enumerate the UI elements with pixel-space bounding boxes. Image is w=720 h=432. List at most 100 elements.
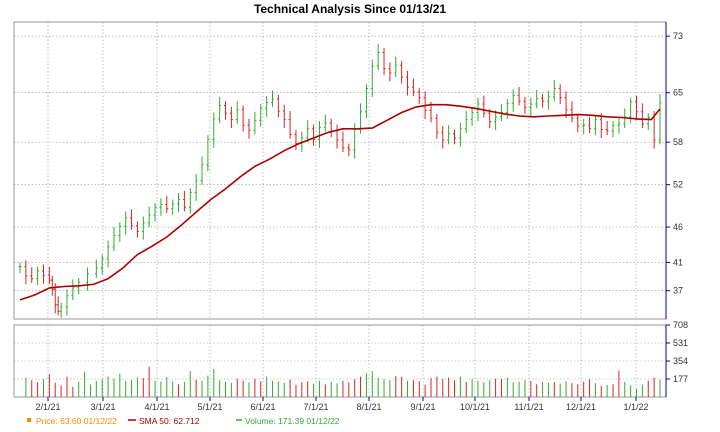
- price-bar: [177, 193, 181, 213]
- price-bar: [329, 118, 333, 138]
- legend-volume-label: Volume: 171.39 01/12/22: [245, 416, 340, 426]
- price-bar: [635, 95, 639, 121]
- price-bar: [241, 105, 245, 132]
- price-bar: [382, 48, 386, 76]
- price-tick-label: 73: [673, 31, 683, 41]
- price-bar: [47, 266, 51, 285]
- price-bar: [558, 84, 562, 105]
- price-bar: [323, 114, 327, 132]
- price-bar: [640, 103, 644, 129]
- legend-price-label: Price: 63.60 01/12/22: [36, 416, 117, 426]
- price-bar: [224, 101, 228, 120]
- price-bar: [200, 156, 204, 185]
- price-bar: [499, 104, 503, 121]
- legend-price-marker: [27, 418, 31, 422]
- price-bar: [182, 191, 186, 212]
- x-tick-label: 11/1/21: [514, 402, 543, 412]
- price-bar: [552, 79, 556, 102]
- price-bar: [153, 203, 157, 222]
- volume-bars: [25, 366, 661, 397]
- price-bar: [288, 111, 292, 139]
- price-bar: [36, 266, 40, 286]
- price-bar: [253, 111, 257, 135]
- price-bar: [452, 129, 456, 145]
- price-bar: [171, 199, 175, 216]
- price-bar: [599, 113, 603, 138]
- price-bar: [159, 198, 163, 216]
- price-bar: [464, 111, 468, 134]
- price-bar: [505, 99, 509, 119]
- x-tick-label: 10/1/21: [460, 402, 490, 412]
- price-bar: [335, 124, 339, 149]
- price-tick-label: 52: [673, 180, 683, 190]
- price-bar: [347, 143, 351, 157]
- price-bar: [276, 94, 280, 118]
- x-tick-label: 7/1/21: [303, 402, 328, 412]
- price-bar: [259, 104, 263, 127]
- sma-50-line: [19, 103, 661, 301]
- price-bar: [65, 289, 69, 316]
- price-bar: [576, 113, 580, 133]
- price-bar: [588, 116, 592, 134]
- price-tick-label: 46: [673, 222, 683, 232]
- price-tick-label: 65: [673, 88, 683, 98]
- price-bar: [593, 115, 597, 136]
- price-bar: [629, 97, 633, 124]
- price-tick-label: 41: [673, 257, 683, 267]
- price-bar: [488, 108, 492, 129]
- price-bar: [546, 90, 550, 110]
- price-bar: [235, 101, 239, 124]
- price-bar: [165, 195, 169, 213]
- price-bar: [56, 296, 60, 316]
- x-tick-label: 2/1/21: [35, 402, 60, 412]
- chart-title: Technical Analysis Since 01/13/21: [254, 2, 446, 16]
- price-bar: [341, 131, 345, 153]
- price-bar: [447, 125, 451, 145]
- price-bars: [18, 43, 662, 318]
- price-bar: [394, 56, 398, 78]
- price-bar: [306, 120, 310, 143]
- volume-tick-label: 177: [673, 374, 688, 384]
- x-tick-label: 3/1/21: [90, 402, 115, 412]
- price-bar: [50, 275, 54, 296]
- price-bar: [570, 101, 574, 123]
- price-bar: [370, 59, 374, 97]
- price-bar: [482, 95, 486, 118]
- legend-sma-label: SMA 50: 62.712: [139, 416, 200, 426]
- price-bar: [376, 43, 380, 71]
- price-bar: [470, 108, 474, 126]
- price-bar: [517, 87, 521, 106]
- x-tick-label: 4/1/21: [144, 402, 169, 412]
- price-bar: [147, 206, 151, 228]
- price-bar: [282, 104, 286, 129]
- price-bar: [24, 260, 28, 285]
- price-bar: [212, 112, 216, 148]
- price-bar: [294, 130, 298, 150]
- price-bar: [106, 240, 110, 268]
- price-bar: [411, 78, 415, 97]
- price-bar: [312, 124, 316, 146]
- price-bar: [141, 216, 145, 240]
- price-bar: [112, 227, 116, 252]
- price-bar: [417, 87, 421, 105]
- price-bar: [406, 70, 410, 96]
- price-bar: [130, 209, 134, 230]
- price-bar: [94, 259, 98, 278]
- x-tick-label: 1/1/22: [623, 402, 648, 412]
- price-bar: [529, 97, 533, 117]
- x-tick-label: 12/1/21: [566, 402, 596, 412]
- volume-tick-label: 531: [673, 338, 688, 348]
- price-bar: [646, 113, 650, 131]
- legend: Price: 63.60 01/12/22 SMA 50: 62.712 Vol…: [27, 416, 340, 426]
- price-bar: [317, 121, 321, 148]
- sma-line: [19, 103, 661, 301]
- price-bar: [206, 135, 210, 172]
- x-tick-label: 9/1/21: [410, 402, 435, 412]
- price-bar: [218, 96, 222, 124]
- price-bar: [511, 89, 515, 112]
- price-tick-label: 37: [673, 286, 683, 296]
- price-bar: [41, 264, 45, 284]
- price-bar: [535, 89, 539, 109]
- price-bar: [611, 121, 615, 138]
